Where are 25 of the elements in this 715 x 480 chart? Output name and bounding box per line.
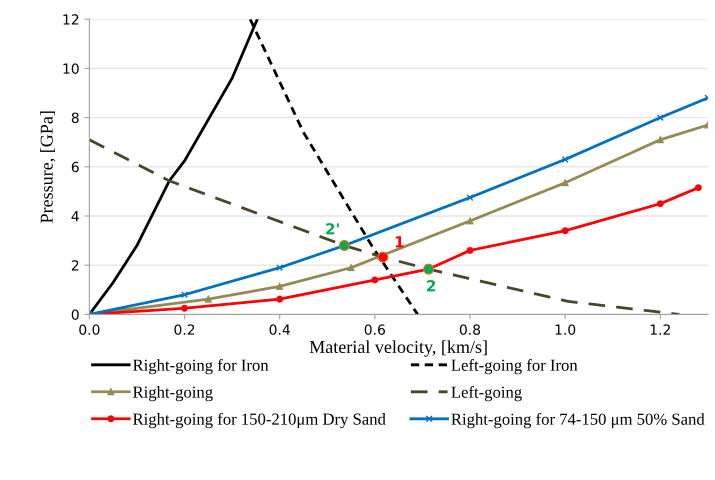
x-tick-label: 0.4 xyxy=(270,324,290,335)
x-tick-label: 0.6 xyxy=(364,324,385,335)
y-axis-title: Pressure, [GPa] xyxy=(40,111,56,223)
y-tick-label: 8 xyxy=(72,112,79,124)
legend-label: Right-going for 150-210μm Dry Sand xyxy=(133,412,386,428)
legend-label: Right-going xyxy=(133,386,213,402)
legend-label: Left-going xyxy=(451,386,522,402)
x-axis-title: Material velocity, [km/s] xyxy=(310,340,487,357)
x-tick-label: 0.2 xyxy=(174,324,194,335)
legend-label: Right-going for Iron xyxy=(133,358,268,374)
legend-label: Left-going for Iron xyxy=(451,358,578,374)
y-tick-label: 6 xyxy=(72,162,79,172)
annotation: 2' xyxy=(326,223,339,234)
y-tick-label: 12 xyxy=(64,14,78,24)
x-tick-label: 0.0 xyxy=(79,324,100,335)
y-tick-label: 2 xyxy=(72,260,78,270)
annotation: 2 xyxy=(427,280,436,292)
y-tick-label: 10 xyxy=(64,63,79,74)
x-tick-label: 1.2 xyxy=(650,324,670,335)
y-tick-label: 0 xyxy=(72,309,79,320)
y-tick-label: 4 xyxy=(71,211,79,222)
legend-label: Right-going for 74-150 μm 50% Sand xyxy=(451,412,705,428)
annotation: 1 xyxy=(396,236,404,248)
x-tick-label: 1.0 xyxy=(556,324,576,335)
x-tick-label: 0.8 xyxy=(460,324,480,335)
